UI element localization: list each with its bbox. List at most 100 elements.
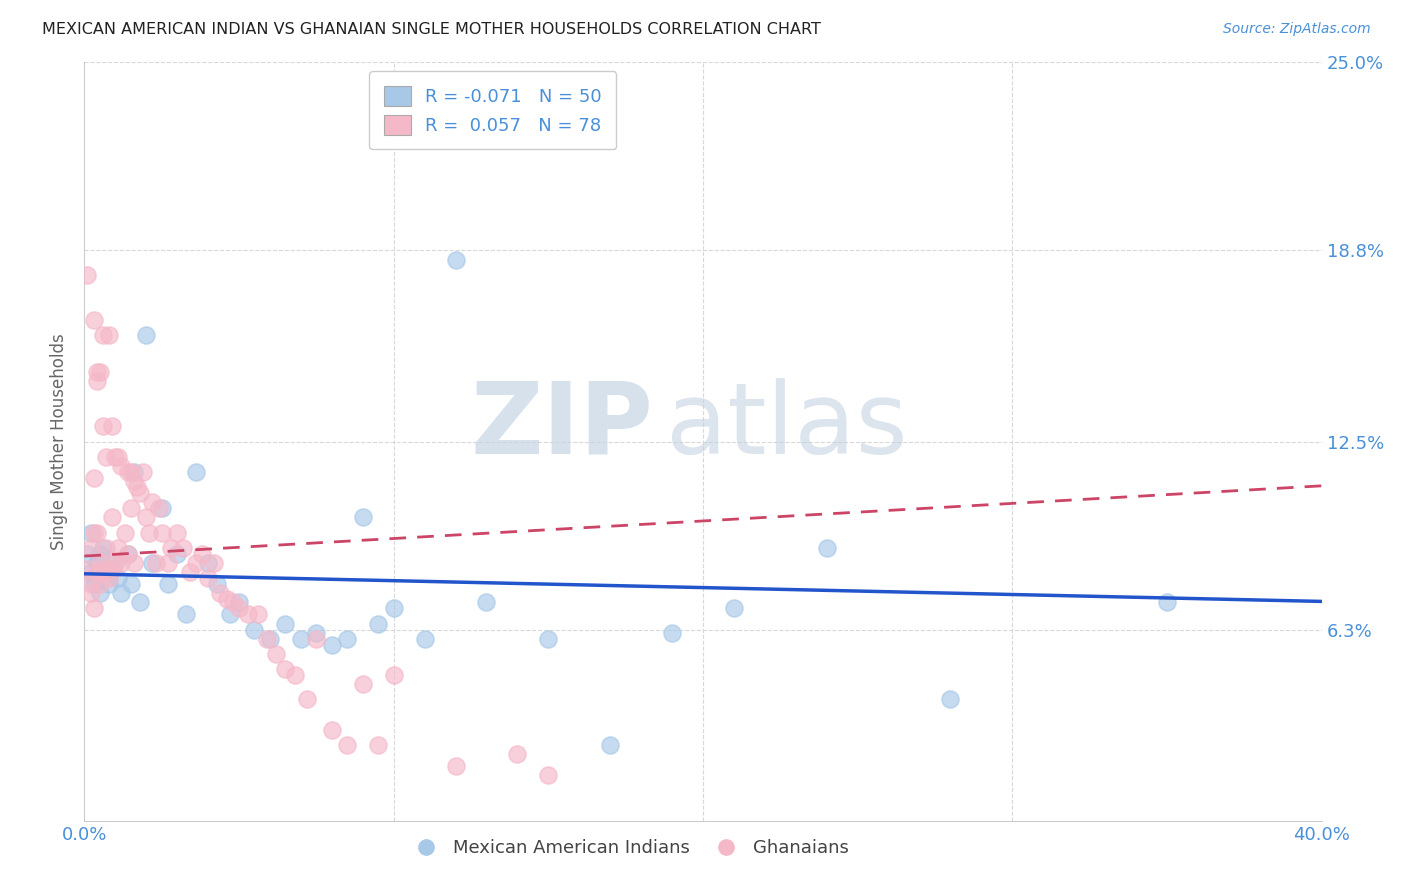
Point (79, 586, 101, 600)
Text: Source: ZipAtlas.com: Source: ZipAtlas.com (1223, 22, 1371, 37)
Point (98, 577, 121, 591)
Point (145, 556, 167, 570)
Point (156, 577, 179, 591)
Point (191, 547, 214, 561)
Point (120, 501, 142, 516)
Point (110, 586, 132, 600)
Point (256, 632, 278, 646)
Point (382, 668, 405, 682)
Point (91, 328, 114, 343)
Point (336, 738, 359, 752)
Point (91, 419, 114, 434)
Point (79, 525, 101, 540)
Point (129, 486, 152, 500)
Point (176, 607, 198, 622)
Point (264, 647, 287, 661)
Point (243, 623, 266, 637)
Point (91, 562, 114, 576)
Point (76, 562, 98, 576)
Point (815, 541, 838, 555)
Point (197, 571, 219, 585)
Point (537, 632, 560, 646)
Point (86, 365, 108, 379)
Point (290, 632, 312, 646)
Point (83, 525, 105, 540)
Point (104, 556, 127, 570)
Point (160, 541, 183, 555)
Point (83, 313, 105, 327)
Point (506, 747, 529, 761)
Point (382, 601, 405, 615)
Point (661, 625, 683, 640)
Point (86, 525, 108, 540)
Point (218, 607, 240, 622)
Point (104, 450, 127, 464)
Point (222, 595, 245, 609)
Point (101, 562, 124, 576)
Point (444, 759, 467, 773)
Point (367, 616, 389, 631)
Point (274, 662, 297, 676)
Point (166, 547, 188, 561)
Point (98, 328, 121, 343)
Point (209, 586, 232, 600)
Point (122, 556, 145, 570)
Point (89, 586, 111, 600)
Point (150, 501, 173, 516)
Point (367, 738, 389, 752)
Point (184, 556, 207, 570)
Point (89, 365, 111, 379)
Point (305, 625, 328, 640)
Point (107, 450, 129, 464)
Point (86, 374, 108, 388)
Point (246, 607, 269, 622)
Point (79, 541, 101, 555)
Point (107, 571, 129, 585)
Point (107, 541, 129, 555)
Point (98, 571, 121, 585)
Point (110, 556, 132, 570)
Point (413, 632, 436, 646)
Point (284, 668, 307, 682)
Point (125, 480, 148, 494)
Point (599, 738, 621, 752)
Y-axis label: Single Mother Households: Single Mother Households (51, 334, 69, 549)
Point (110, 458, 132, 473)
Point (274, 616, 297, 631)
Point (91, 541, 114, 555)
Point (321, 723, 343, 737)
Point (83, 471, 105, 485)
Point (89, 547, 111, 561)
Point (352, 677, 374, 691)
Point (117, 547, 139, 561)
Point (215, 592, 238, 607)
Point (86, 556, 108, 570)
Text: atlas: atlas (666, 378, 907, 475)
Point (305, 632, 328, 646)
Point (537, 768, 560, 782)
Point (83, 601, 105, 615)
Point (132, 465, 155, 479)
Point (120, 577, 142, 591)
Point (141, 556, 163, 570)
Point (238, 607, 260, 622)
Point (202, 556, 225, 570)
Point (166, 525, 188, 540)
Point (94, 565, 117, 579)
Point (321, 638, 343, 652)
Point (352, 510, 374, 524)
Point (117, 465, 139, 479)
Point (79, 577, 101, 591)
Point (336, 632, 359, 646)
Point (101, 510, 124, 524)
Point (76, 547, 98, 561)
Point (101, 562, 124, 576)
Point (148, 501, 170, 516)
Point (83, 571, 105, 585)
Point (89, 556, 111, 570)
Point (94, 450, 117, 464)
Point (1156, 595, 1178, 609)
Point (723, 601, 745, 615)
Point (114, 525, 136, 540)
Point (197, 556, 219, 570)
